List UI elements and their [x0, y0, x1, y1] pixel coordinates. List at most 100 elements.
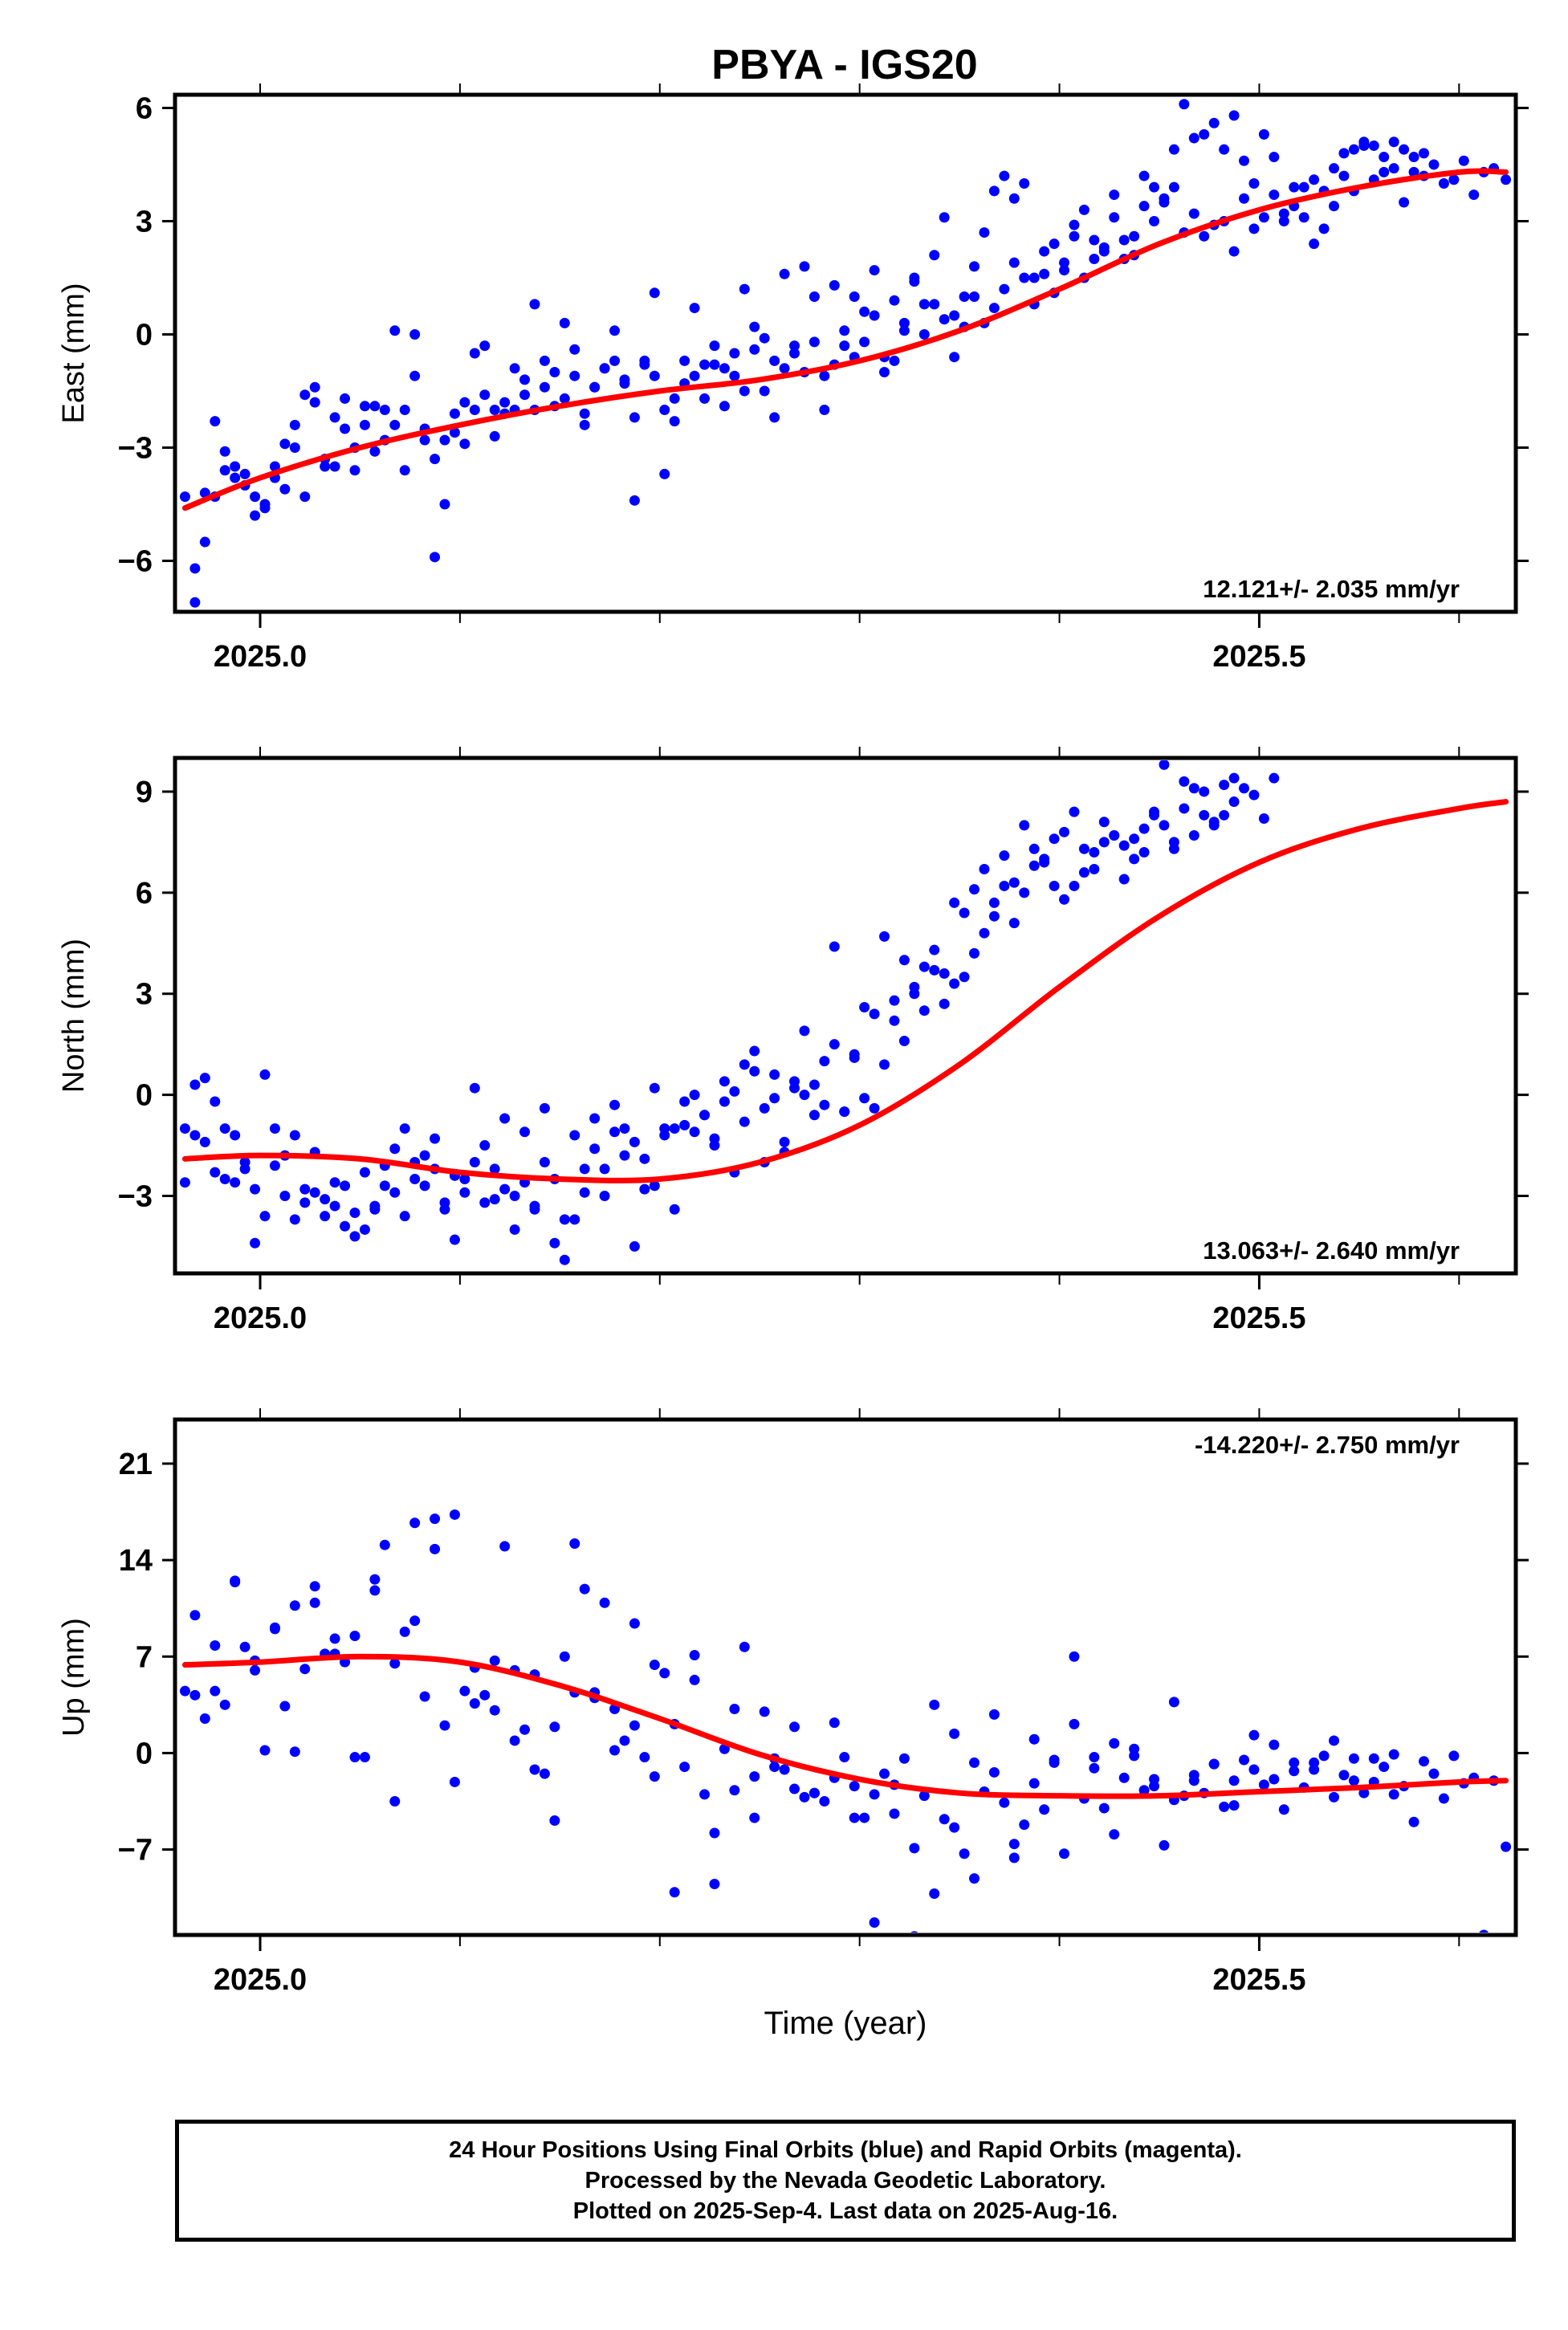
data-point	[449, 427, 460, 438]
data-point	[759, 385, 770, 397]
data-point	[779, 1136, 790, 1147]
y-tick-label: −6	[118, 545, 153, 579]
data-point	[749, 1045, 760, 1057]
data-point	[1089, 1762, 1100, 1774]
data-point	[250, 510, 261, 521]
data-point	[1019, 820, 1030, 831]
data-point	[1149, 215, 1160, 226]
data-point	[1049, 1757, 1060, 1768]
data-point	[1219, 1801, 1230, 1812]
data-point	[529, 1200, 540, 1212]
data-point	[469, 1082, 480, 1094]
data-point	[439, 499, 450, 510]
data-point	[299, 1183, 311, 1195]
data-point	[1059, 826, 1070, 837]
data-point	[1008, 257, 1020, 268]
data-point	[1239, 193, 1250, 204]
y-tick-label: 9	[136, 776, 153, 809]
data-point	[299, 389, 311, 401]
data-point	[1269, 1774, 1280, 1785]
data-point	[409, 328, 421, 340]
data-point	[1118, 874, 1130, 885]
data-point	[829, 1039, 840, 1050]
data-point	[1278, 215, 1289, 226]
data-point	[1098, 1802, 1110, 1814]
data-point	[1448, 1750, 1460, 1762]
data-point	[679, 355, 690, 366]
data-point	[279, 1190, 291, 1201]
plot-frame	[173, 756, 1518, 1276]
data-point	[250, 1183, 261, 1195]
data-point	[999, 1797, 1010, 1808]
data-point	[999, 880, 1010, 891]
data-point	[709, 340, 720, 352]
x-tick-label: 2025.5	[1212, 1301, 1305, 1335]
data-point	[689, 1650, 700, 1661]
data-point	[230, 1177, 241, 1188]
data-point	[1269, 152, 1280, 163]
data-point	[699, 1110, 711, 1121]
data-point	[1008, 1839, 1020, 1850]
data-point	[559, 1214, 570, 1225]
data-point	[179, 1685, 190, 1697]
data-point	[369, 1200, 381, 1212]
data-point	[439, 1720, 450, 1731]
data-point	[1219, 780, 1230, 791]
data-point	[579, 408, 590, 419]
data-point	[1368, 1753, 1379, 1764]
data-point	[749, 1065, 760, 1077]
data-point	[1248, 177, 1260, 189]
data-point	[349, 1231, 360, 1242]
data-point	[409, 1517, 421, 1529]
data-point	[1059, 894, 1070, 905]
data-point	[939, 1814, 950, 1825]
data-point	[1069, 219, 1080, 230]
x-tick-label: 2025.0	[214, 640, 307, 674]
data-point	[979, 863, 990, 874]
data-point	[1109, 189, 1120, 201]
rate-label: -14.220+/- 2.750 mm/yr	[1195, 1431, 1460, 1459]
data-point	[1399, 197, 1410, 208]
data-point	[669, 1204, 680, 1215]
data-point	[549, 1237, 560, 1249]
x-tick-label: 2025.5	[1212, 640, 1305, 674]
data-point	[1059, 265, 1070, 276]
data-point	[329, 461, 340, 472]
data-point	[1248, 1764, 1260, 1775]
data-point	[1078, 867, 1089, 878]
data-point	[1278, 1804, 1289, 1815]
plot-frame	[173, 1417, 1518, 1937]
fit-curve	[181, 168, 1509, 511]
data-point	[808, 336, 820, 348]
data-point	[949, 310, 960, 321]
data-point	[1329, 163, 1340, 174]
data-point	[1028, 843, 1040, 854]
data-point	[839, 325, 850, 336]
data-point	[839, 340, 850, 352]
x-tick-label: 2025.0	[214, 1301, 307, 1335]
data-point	[699, 393, 711, 404]
data-point	[210, 1096, 221, 1107]
data-point	[1309, 238, 1320, 250]
data-point	[1388, 163, 1399, 174]
data-point	[579, 1583, 590, 1595]
data-point	[349, 1631, 360, 1642]
data-point	[210, 416, 221, 427]
data-point	[189, 1689, 201, 1701]
data-point	[769, 1093, 780, 1104]
data-point	[739, 283, 750, 295]
data-point	[1118, 1772, 1130, 1783]
data-point	[1208, 117, 1220, 128]
data-point	[1168, 181, 1179, 193]
chart-title: PBYA - IGS20	[711, 42, 977, 88]
data-point	[1388, 136, 1399, 148]
data-point	[1188, 1775, 1199, 1786]
data-point	[709, 1827, 720, 1839]
y-tick-label: 6	[136, 877, 153, 910]
data-point	[479, 1140, 491, 1151]
data-point	[959, 972, 970, 983]
data-point	[869, 310, 880, 321]
data-point	[430, 454, 441, 465]
data-point	[289, 419, 300, 430]
data-point	[359, 401, 370, 412]
